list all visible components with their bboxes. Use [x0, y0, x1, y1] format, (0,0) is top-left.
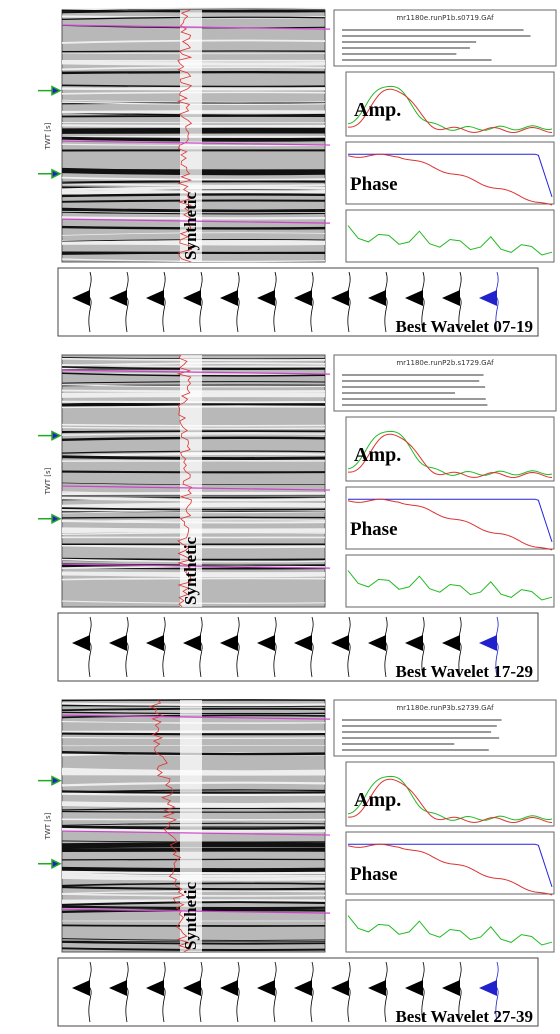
arrow: [38, 515, 60, 523]
arrow: [38, 432, 60, 440]
panel: TWT [s] Synthetic mr1180e.runP3b.s2739.GAf…: [38, 700, 556, 1026]
synthetic-label: Synthetic: [181, 882, 200, 950]
arrow: [38, 777, 60, 785]
phase-label: Phase: [350, 174, 398, 195]
amp-label: Amp.: [354, 444, 401, 466]
synthetic-label: Synthetic: [181, 192, 200, 260]
header-title: mr1180e.runP1b.s0719.GAf: [396, 14, 494, 22]
phase-label: Phase: [350, 519, 398, 540]
axis-label: TWT [s]: [44, 122, 52, 150]
axis-label: TWT [s]: [44, 812, 52, 840]
arrow: [38, 87, 60, 95]
header-title: mr1180e.runP3b.s2739.GAf: [396, 704, 494, 712]
synthetic-label: Synthetic: [181, 537, 200, 605]
wavelet-label: Best Wavelet 27-39: [395, 1007, 533, 1026]
panel: TWT [s] Synthetic mr1180e.runP1b.s0719.GAf…: [38, 8, 556, 336]
amp-label: Amp.: [354, 789, 401, 811]
panel: TWT [s] Synthetic mr1180e.runP2b.s1729.GAf…: [38, 355, 556, 681]
header-title: mr1180e.runP2b.s1729.GAf: [396, 359, 494, 367]
wavelet-label: Best Wavelet 07-19: [395, 317, 533, 336]
amp-label: Amp.: [354, 99, 401, 121]
arrow: [38, 860, 60, 868]
arrow: [38, 170, 60, 178]
axis-label: TWT [s]: [44, 467, 52, 495]
phase-label: Phase: [350, 864, 398, 885]
wavelet-label: Best Wavelet 17-29: [395, 662, 533, 681]
figure: TWT [s] Synthetic mr1180e.runP1b.s0719.GAf…: [0, 0, 560, 1034]
